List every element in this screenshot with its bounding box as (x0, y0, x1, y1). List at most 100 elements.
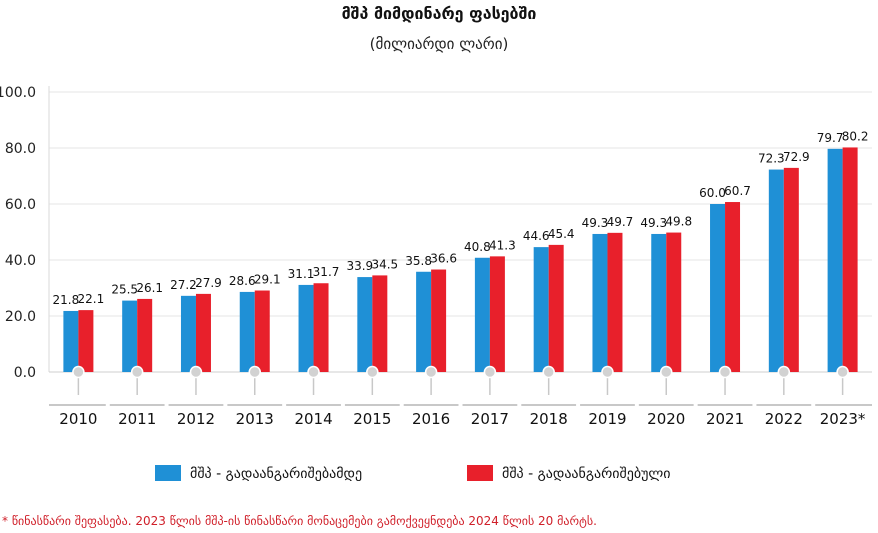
value-label-before-recalc: 44.6 (523, 229, 550, 243)
value-label-recalculated: 22.1 (78, 292, 105, 306)
value-label-before-recalc: 40.8 (464, 240, 491, 254)
value-label-recalculated: 29.1 (254, 273, 281, 287)
value-labels: 21.822.1 25.526.1 27.227.9 28.629.1 31.131.7… (53, 129, 869, 307)
bar-before-recalc (533, 247, 549, 372)
value-label-before-recalc: 33.9 (346, 259, 373, 273)
axis-marker-dot (660, 365, 673, 379)
value-label-recalculated: 49.7 (607, 215, 634, 229)
bar-recalculated (195, 293, 211, 372)
x-tick-label: 2023* (820, 410, 866, 428)
x-tick-label: 2018 (530, 410, 568, 428)
x-tick-label: 2012 (177, 410, 215, 428)
legend-swatch-recalculated (467, 465, 493, 481)
bar-recalculated (78, 310, 94, 372)
x-axis: 2010 2011 2012 2013 2014 2015 2016 2017 2018 2019… (49, 402, 872, 428)
bar-before-recalc (768, 169, 784, 372)
value-label-recalculated: 36.6 (430, 252, 457, 266)
y-tick-label: 0.0 (14, 365, 36, 381)
value-label-before-recalc: 60.0 (699, 186, 726, 200)
y-tick-label: 80.0 (5, 141, 36, 157)
value-label-before-recalc: 28.6 (229, 274, 256, 288)
axis-marker-dot (130, 365, 144, 379)
axis-marker-dot (836, 365, 849, 379)
bar-recalculated (666, 232, 682, 372)
axis-marker-dot (72, 365, 85, 379)
bar-recalculated (489, 256, 505, 372)
axis-marker-dot (777, 365, 791, 379)
axis-marker-dot (366, 365, 379, 379)
axis-marker-dot (307, 365, 320, 379)
value-label-recalculated: 27.9 (195, 276, 222, 290)
value-label-recalculated: 31.7 (313, 265, 340, 279)
x-tick-label: 2016 (412, 410, 450, 428)
bar-before-recalc (710, 204, 726, 372)
value-label-recalculated: 41.3 (489, 238, 516, 252)
bar-recalculated (725, 202, 741, 372)
bar-recalculated (607, 232, 623, 372)
x-tick-label: 2011 (118, 410, 156, 428)
x-tick-label: 2015 (353, 410, 391, 428)
value-label-recalculated: 26.1 (136, 281, 163, 295)
axis-marker-dot (189, 365, 203, 379)
bar-before-recalc (357, 277, 373, 372)
bar-recalculated (137, 298, 153, 372)
axis-marker-dot (483, 365, 497, 379)
x-tick-label: 2020 (647, 410, 685, 428)
value-label-recalculated: 45.4 (548, 227, 575, 241)
chart-title: მშპ მიმდინარე ფასებში (342, 4, 537, 23)
chart-subtitle: (მილიარდი ლარი) (370, 35, 509, 53)
bar-recalculated (254, 290, 270, 372)
y-tick-label: 60.0 (5, 197, 36, 213)
bar-recalculated (431, 269, 447, 372)
x-tick-label: 2013 (236, 410, 274, 428)
bar-before-recalc (651, 233, 667, 372)
axis-marker-dot (424, 365, 438, 379)
bar-before-recalc (592, 233, 608, 372)
bar-recalculated (783, 167, 799, 372)
y-tick-label: 100.0 (0, 85, 36, 101)
x-tick-label: 2019 (588, 410, 626, 428)
footnote: * წინასწარი შეფასება. 2023 წლის მშპ-ის წ… (2, 514, 597, 528)
value-label-recalculated: 49.8 (665, 215, 692, 229)
value-label-recalculated: 34.5 (371, 257, 398, 271)
value-label-before-recalc: 49.3 (582, 216, 609, 230)
x-tick-label: 2022 (765, 410, 803, 428)
x-tick-label: 2010 (59, 410, 97, 428)
bar-before-recalc (180, 295, 196, 372)
value-label-before-recalc: 35.8 (405, 254, 432, 268)
legend-label-recalculated: მშპ - გადაანგარიშებული (502, 465, 671, 482)
value-label-before-recalc: 21.8 (53, 293, 80, 307)
bar-recalculated (372, 275, 388, 372)
value-label-before-recalc: 31.1 (288, 267, 315, 281)
value-label-before-recalc: 49.3 (640, 216, 667, 230)
axis-markers (72, 365, 849, 395)
bar-before-recalc (63, 310, 79, 372)
value-label-recalculated: 72.9 (783, 150, 810, 164)
x-tick-label: 2014 (294, 410, 332, 428)
y-tick-label: 20.0 (5, 309, 36, 325)
y-tick-label: 40.0 (5, 253, 36, 269)
x-tick-label: 2021 (706, 410, 744, 428)
bar-before-recalc (827, 148, 843, 372)
x-tick-label: 2017 (471, 410, 509, 428)
bars (63, 147, 858, 372)
axis-marker-dot (248, 365, 261, 379)
legend-label-before-recalc: მშპ - გადაანგარიშებამდე (190, 465, 362, 482)
bar-before-recalc (122, 300, 138, 372)
bar-before-recalc (298, 284, 314, 372)
bar-before-recalc (474, 257, 490, 372)
value-label-before-recalc: 79.7 (817, 131, 844, 145)
value-label-before-recalc: 72.3 (758, 152, 785, 166)
value-label-recalculated: 60.7 (724, 184, 751, 198)
bar-recalculated (548, 244, 564, 372)
value-label-before-recalc: 27.2 (170, 278, 197, 292)
legend-swatch-before-recalc (155, 465, 181, 481)
legend: მშპ - გადაანგარიშებამდე მშპ - გადაანგარი… (155, 465, 671, 482)
axis-marker-dot (718, 365, 732, 379)
bar-recalculated (313, 283, 329, 372)
axis-marker-dot (601, 365, 614, 379)
value-label-before-recalc: 25.5 (111, 283, 138, 297)
bar-recalculated (842, 147, 858, 372)
axis-marker-dot (542, 365, 555, 379)
